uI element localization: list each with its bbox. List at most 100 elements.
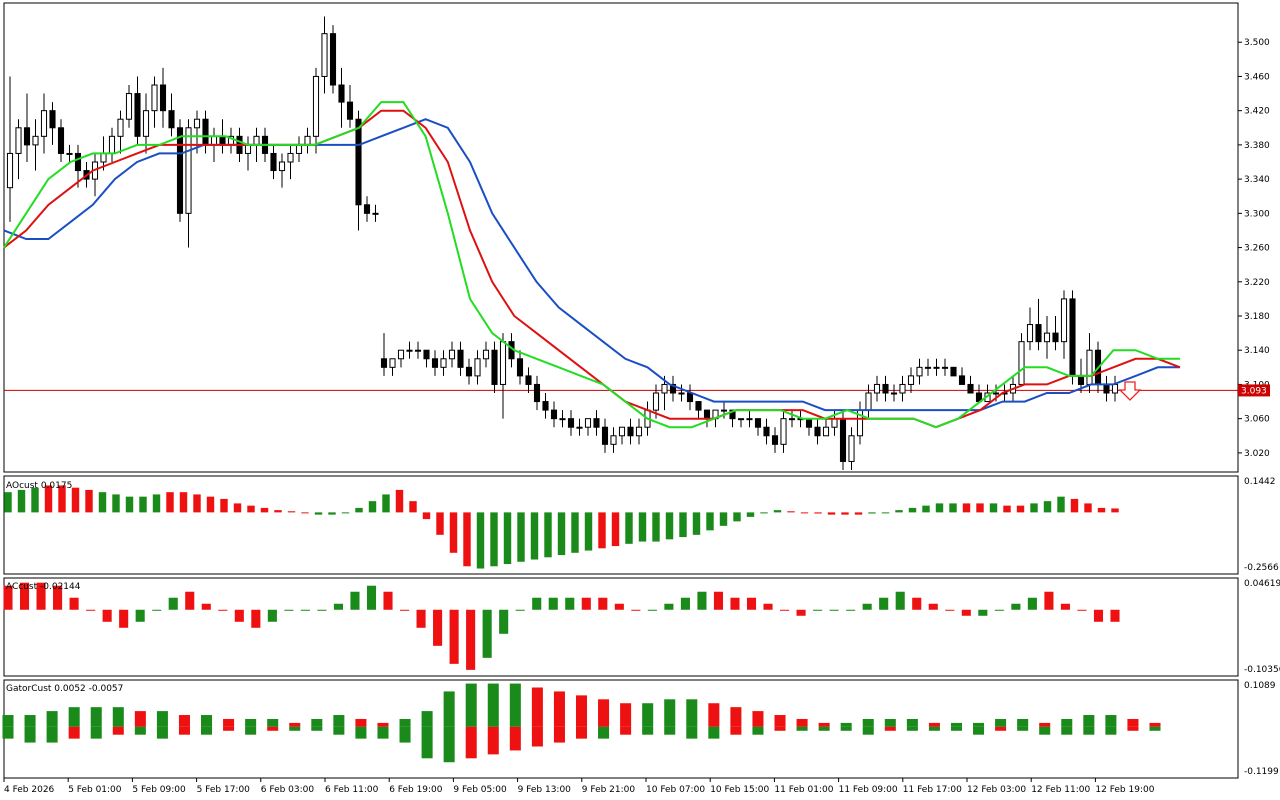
bull-candle <box>193 118 201 129</box>
ao-bar <box>341 512 350 514</box>
bear-candle <box>176 127 184 214</box>
gator-lower-bar <box>421 726 433 759</box>
ao-bar <box>233 503 242 513</box>
panel-frame <box>3 577 1239 677</box>
x-tick-label: 6 Feb 03:00 <box>261 785 315 795</box>
ao-bar <box>71 487 80 513</box>
ac-bar <box>499 609 509 634</box>
ac-bar <box>1060 603 1070 610</box>
ac-bar <box>350 591 360 610</box>
ac-panel[interactable] <box>3 582 1120 670</box>
ao-bar <box>206 496 215 513</box>
bull-candle <box>992 392 1000 395</box>
gator-lower-bar <box>156 726 168 739</box>
ac-bar <box>284 609 294 611</box>
ac-bar <box>86 609 96 611</box>
ao-bar <box>274 510 282 513</box>
x-tick-label: 12 Feb 11:00 <box>1031 785 1090 795</box>
bear-candle <box>431 358 439 368</box>
ao-bar <box>44 485 53 513</box>
gator-upper-bar <box>664 699 676 727</box>
gator-upper-bar <box>421 711 433 727</box>
gator-lower-bar <box>752 726 764 735</box>
gator-upper-bar <box>178 715 190 727</box>
gator-lower-bar <box>24 726 36 743</box>
gator-lower-bar <box>223 726 235 731</box>
y-tick-label: 3.380 <box>1244 141 1270 151</box>
x-tick-label: 10 Feb 15:00 <box>710 785 769 795</box>
ao-bar <box>1043 501 1052 513</box>
gator-upper-bar <box>443 691 455 727</box>
gator-upper-bar <box>995 718 1007 727</box>
ac-bar <box>680 597 690 610</box>
bull-candle <box>780 418 787 445</box>
ao-panel[interactable] <box>4 485 1119 569</box>
x-tick-label: 12 Feb 19:00 <box>1095 785 1154 795</box>
bull-candle <box>185 127 192 214</box>
gator-lower-bar <box>708 726 720 739</box>
ao-bar <box>395 489 404 513</box>
gator-upper-bar <box>1061 718 1073 727</box>
bear-candle <box>967 383 974 394</box>
bull-candle <box>253 135 260 146</box>
gator-upper-bar <box>973 722 985 727</box>
bull-candle <box>576 426 583 429</box>
gator-upper-bar <box>730 707 742 727</box>
price-panel[interactable] <box>3 16 1238 470</box>
ao-bar <box>463 512 471 567</box>
bull-candle <box>559 418 566 421</box>
x-tick-label: 5 Feb 01:00 <box>68 785 122 795</box>
gator-upper-bar <box>46 711 58 727</box>
gator-lower-bar <box>906 726 918 731</box>
bear-candle <box>525 375 532 385</box>
gator-lower-bar <box>995 726 1007 731</box>
bull-candle <box>304 135 311 146</box>
ac-bar <box>895 591 905 610</box>
ao-bar <box>112 494 120 513</box>
ac-bar <box>1093 609 1104 622</box>
gator-upper-bar <box>465 683 477 727</box>
ao-bar <box>841 512 849 515</box>
ao-bar <box>962 503 971 513</box>
bull-candle <box>746 418 753 421</box>
gator-lower-bar <box>90 726 102 739</box>
x-tick-label: 6 Feb 11:00 <box>325 785 379 795</box>
bear-candle <box>346 101 354 120</box>
ac-bar <box>19 582 30 610</box>
ao-bar <box>868 512 876 514</box>
bull-candle <box>100 152 107 163</box>
bull-candle <box>788 418 796 421</box>
bull-candle <box>720 409 728 412</box>
ac-bar <box>152 609 162 611</box>
ac-bar <box>135 609 145 622</box>
bull-candle <box>831 418 838 428</box>
ac-bar <box>581 597 591 610</box>
bull-candle <box>108 135 116 154</box>
ac-bar <box>780 609 790 611</box>
ac-bar <box>664 603 674 610</box>
bear-candle <box>754 418 762 428</box>
ao-bar <box>503 512 512 565</box>
ac-bar <box>862 603 872 610</box>
gator-lower-bar <box>1105 726 1117 735</box>
gator-lower-bar <box>796 726 808 731</box>
x-tick-label: 4 Feb 2026 <box>4 785 55 795</box>
gator-panel[interactable] <box>2 683 1161 763</box>
bear-candle <box>270 152 277 172</box>
gator-lower-bar <box>950 726 962 731</box>
ao-bar <box>719 512 728 526</box>
gator-lower-bar <box>289 726 301 731</box>
gator-upper-bar <box>134 711 146 727</box>
ac-label: ACcust -0.02144 <box>6 582 81 592</box>
gator-lower-bar <box>201 726 213 735</box>
bear-candle <box>465 366 473 377</box>
gator-lower-bar <box>46 726 58 743</box>
bull-candle <box>295 144 303 154</box>
bull-candle <box>278 161 286 172</box>
bear-candle <box>763 426 770 437</box>
ma-green-line <box>3 101 1180 429</box>
gator-upper-bar <box>311 718 323 727</box>
ac-bar <box>383 591 393 610</box>
bull-candle <box>389 358 396 368</box>
